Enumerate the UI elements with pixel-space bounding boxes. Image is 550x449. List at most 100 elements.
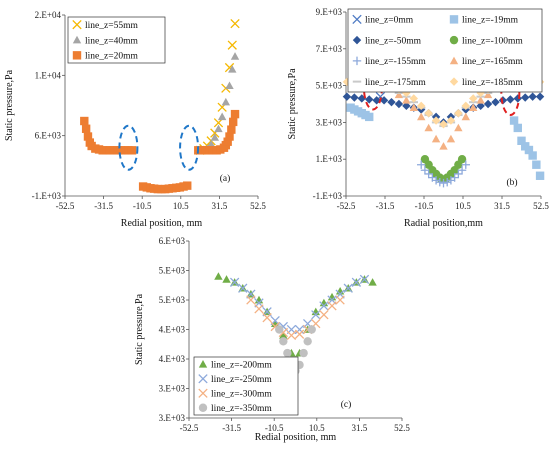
series-line_z=20mm: [80, 109, 240, 194]
legend-marker: [449, 15, 459, 24]
data-point: [431, 116, 441, 125]
series-line_z=-250mm: [229, 274, 370, 335]
data-point: [229, 277, 240, 287]
x-axis-label: Redial position, mm: [255, 432, 337, 443]
legend-marker: [198, 388, 208, 398]
data-point: [524, 145, 534, 155]
data-point: [299, 348, 308, 358]
y-tick-label: 3.E+03: [159, 413, 186, 423]
legend-marker: [449, 56, 459, 65]
data-point: [424, 109, 433, 118]
data-point: [461, 160, 470, 169]
legend-entry: line_z=55mm: [85, 21, 138, 31]
data-point: [335, 295, 345, 305]
data-point: [227, 40, 237, 50]
data-point: [183, 181, 192, 190]
y-tick-label: 9.E+03: [316, 7, 343, 17]
data-point: [228, 65, 237, 73]
data-point: [230, 109, 240, 119]
series-line_z=-155mm: [417, 160, 470, 188]
legend-entry: line_z=-185mm: [462, 78, 523, 88]
data-point: [342, 92, 352, 101]
data-point: [379, 96, 389, 105]
data-point: [431, 134, 441, 143]
y-tick-label: 3.E+03: [316, 117, 343, 127]
x-tick-label: -31.5: [94, 201, 113, 211]
data-point: [223, 137, 232, 146]
x-tick-label: 10.5: [309, 423, 325, 433]
panel-label: (c): [341, 399, 352, 410]
data-point: [439, 142, 448, 150]
data-point: [357, 94, 366, 103]
data-point: [262, 313, 272, 323]
data-point: [206, 140, 216, 148]
legend-entry: line_z=-100mm: [462, 36, 523, 46]
data-point: [307, 325, 316, 334]
data-point: [417, 112, 426, 121]
data-point: [319, 301, 329, 311]
x-tick-label: 52.5: [533, 201, 549, 211]
data-point: [431, 176, 441, 185]
data-point: [343, 283, 353, 293]
data-point: [446, 116, 456, 125]
legend-marker: [72, 20, 82, 30]
data-point: [279, 337, 288, 346]
data-point: [506, 95, 515, 104]
y-tick-label: 7.E+03: [316, 44, 343, 54]
data-point: [461, 112, 470, 121]
data-point: [409, 94, 418, 103]
y-axis-label: Static pressure,Pa: [287, 68, 298, 140]
data-point: [513, 123, 522, 133]
data-point: [435, 178, 444, 187]
data-point: [394, 90, 404, 99]
data-point: [83, 132, 93, 141]
x-tick-label: 10.5: [455, 201, 471, 211]
data-point: [387, 97, 396, 107]
data-point: [450, 173, 459, 182]
highlight-ellipse: [118, 124, 139, 171]
data-point: [311, 310, 321, 320]
data-point: [319, 310, 329, 320]
data-point: [483, 99, 493, 109]
x-tick-label: 31.5: [212, 201, 228, 211]
data-point: [528, 92, 537, 101]
x-tick-label: -31.5: [222, 423, 241, 433]
data-point: [521, 93, 530, 102]
y-axis-label: Static pressure,Pa: [134, 293, 145, 365]
legend-marker: [198, 360, 208, 368]
data-point: [532, 160, 541, 169]
y-tick-label: 6.E+03: [159, 236, 186, 246]
data-point: [214, 124, 223, 133]
data-point: [439, 120, 448, 129]
data-point: [351, 277, 362, 287]
legend-entry: line_z=-250mm: [211, 375, 272, 385]
x-tick-label: 31.5: [352, 423, 368, 433]
data-point: [246, 295, 256, 305]
y-tick-label: 4.E+03: [159, 325, 186, 335]
legend-entry: line_z=40mm: [85, 36, 138, 46]
data-point: [469, 103, 478, 112]
data-point: [483, 90, 493, 99]
data-point: [528, 151, 537, 160]
data-point: [439, 178, 448, 188]
legend-entry: line_z=-165mm: [462, 57, 523, 67]
data-point: [225, 81, 234, 90]
data-point: [294, 329, 305, 339]
legend-marker: [352, 56, 362, 66]
data-point: [420, 166, 430, 175]
legend-entry: line_z=-155mm: [365, 57, 426, 67]
data-point: [424, 123, 433, 132]
data-point: [365, 112, 374, 122]
panel-label: (a): [220, 173, 231, 184]
data-point: [365, 95, 374, 104]
y-tick-label: 1.E+04: [35, 70, 62, 80]
data-point: [476, 96, 485, 104]
data-point: [409, 103, 418, 112]
y-tick-label: 2.E+04: [35, 10, 62, 20]
data-point: [286, 330, 297, 341]
data-point: [228, 117, 238, 127]
legend-marker: [449, 35, 459, 45]
data-point: [279, 331, 288, 339]
legend-entry: line_z=-200mm: [211, 361, 272, 371]
